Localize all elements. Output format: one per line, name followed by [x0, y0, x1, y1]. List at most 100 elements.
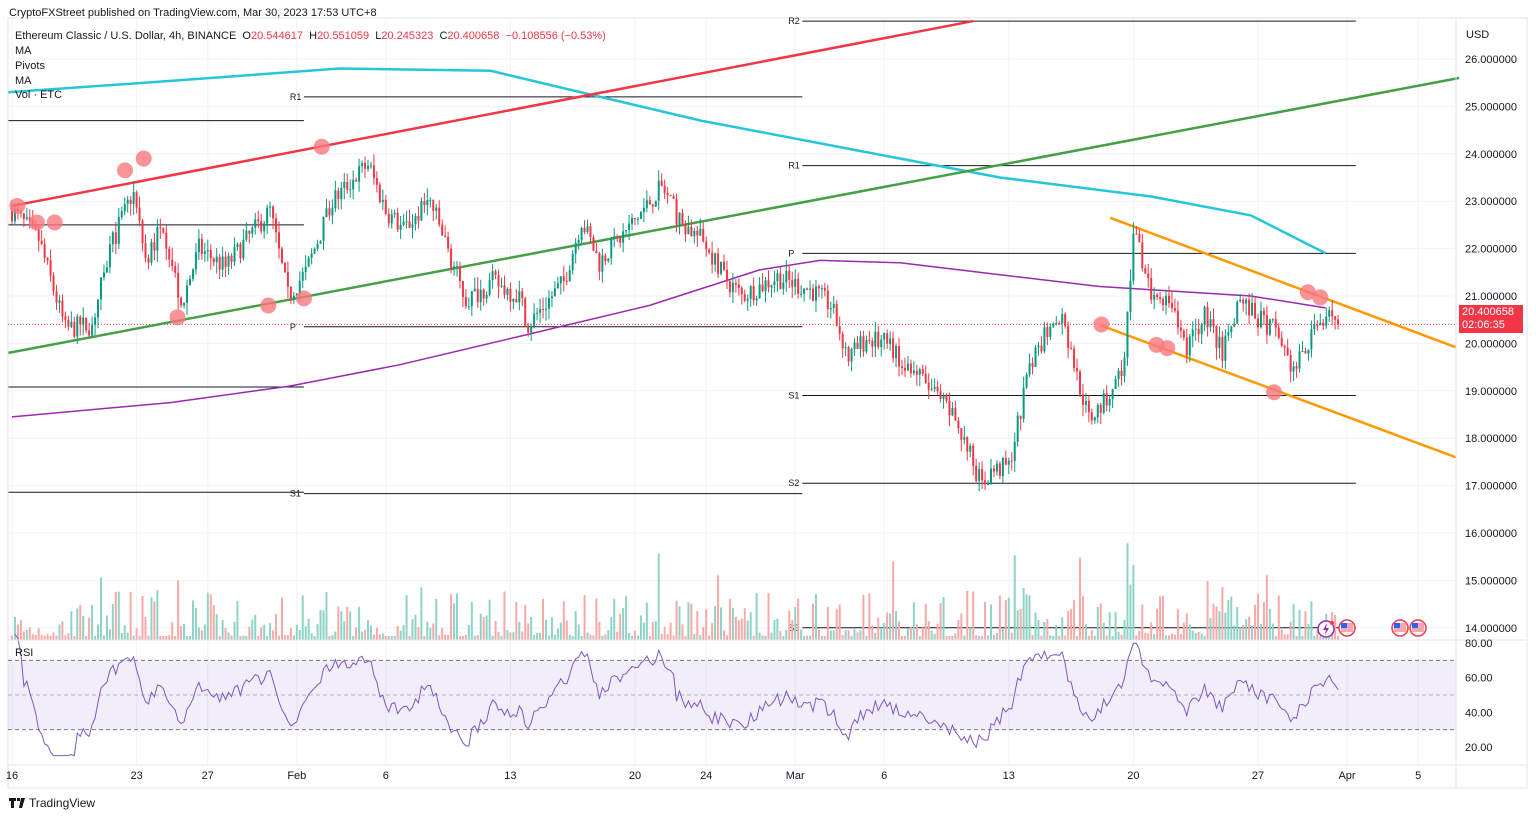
candle-body: [1307, 349, 1310, 354]
candle-body: [1313, 325, 1316, 330]
candle-body: [88, 330, 91, 336]
volume-bar: [806, 635, 809, 640]
volume-bar: [823, 635, 826, 640]
tradingview-logo[interactable]: TradingView: [9, 796, 95, 810]
earnings-flash-icon[interactable]: [1317, 620, 1335, 638]
candle-body: [355, 179, 358, 182]
candle-body: [70, 321, 73, 327]
indicator-volume-legend[interactable]: Vol · ETC: [15, 89, 63, 101]
candle-body: [37, 228, 40, 241]
candle-body: [82, 317, 85, 325]
candle-body: [230, 255, 233, 262]
volume-bar: [298, 630, 301, 640]
candle-body: [533, 313, 536, 327]
volume-bar: [639, 615, 642, 640]
green-support-line: [8, 76, 1460, 355]
volume-bar: [779, 631, 782, 640]
candle-body: [64, 316, 67, 320]
time-tick-label: 13: [1003, 770, 1015, 782]
volume-bar: [464, 635, 467, 640]
volume-bar: [817, 629, 820, 640]
candle-body: [420, 201, 423, 221]
volume-bar: [589, 634, 592, 640]
touch-marker: [169, 309, 186, 326]
volume-bar: [975, 635, 978, 640]
volume-bar: [1043, 621, 1046, 640]
symbol-legend[interactable]: Ethereum Classic / U.S. Dollar, 4h, BINA…: [15, 30, 606, 42]
volume-bar: [108, 629, 111, 640]
candle-body: [610, 238, 613, 259]
us-flag-event-icon[interactable]: [1338, 619, 1356, 637]
candle-body: [720, 261, 723, 274]
candle-body: [957, 420, 960, 429]
volume-bar: [1081, 596, 1084, 640]
volume-bar: [1144, 633, 1147, 640]
candle-body: [518, 291, 521, 303]
candle-body: [165, 232, 168, 249]
candle-body: [76, 316, 79, 337]
volume-bar: [94, 635, 97, 640]
time-tick-label: 20: [629, 770, 641, 782]
time-tick-label: 6: [881, 770, 887, 782]
volume-bar: [963, 635, 966, 640]
candle-body: [257, 219, 260, 222]
candle-body: [903, 367, 906, 371]
volume-bar: [254, 614, 257, 640]
volume-bar: [79, 604, 82, 640]
candle-body: [1031, 363, 1034, 367]
candle-body: [1203, 307, 1206, 325]
candle-body: [746, 298, 749, 301]
indicator-ma-legend[interactable]: MA: [15, 45, 32, 57]
volume-bar: [1289, 621, 1292, 640]
candle-body: [295, 293, 298, 296]
candle-body: [494, 271, 497, 276]
volume-bar: [660, 633, 663, 640]
rsi-legend[interactable]: RSI: [15, 647, 34, 659]
candle-body: [447, 236, 450, 249]
us-flag-event-icon[interactable]: [1409, 619, 1427, 637]
volume-bars: [11, 543, 1340, 640]
volume-bar: [117, 591, 120, 640]
candle-body: [1280, 337, 1283, 346]
candle-body: [1301, 351, 1304, 353]
candle-body: [1144, 268, 1147, 274]
candle-body: [269, 206, 272, 208]
volume-bar: [592, 635, 595, 640]
volume-bar: [743, 608, 746, 640]
volume-bar: [1271, 623, 1274, 640]
candle-body: [657, 180, 660, 201]
volume-bar: [292, 635, 295, 640]
candle-body: [740, 288, 743, 295]
candle-body: [773, 281, 776, 286]
price-tick-label: 23.000000: [1465, 196, 1517, 208]
volume-bar: [648, 635, 651, 640]
candle-body: [693, 230, 696, 237]
volume-bar: [1061, 617, 1064, 640]
candle-body: [666, 193, 669, 196]
volume-bar: [85, 635, 88, 640]
volume-bar: [168, 635, 171, 640]
candle-body: [503, 285, 506, 295]
volume-bar: [212, 605, 215, 640]
us-flag-event-icon[interactable]: [1391, 619, 1409, 637]
candle-body: [1120, 370, 1123, 376]
volume-bar: [1010, 632, 1013, 640]
candle-body: [105, 267, 108, 273]
candle-body: [1028, 363, 1031, 375]
volume-bar: [1179, 634, 1182, 640]
candle-body: [755, 298, 758, 301]
candle-body: [797, 279, 800, 294]
volume-bar: [1274, 635, 1277, 640]
indicator-pivots-legend[interactable]: Pivots: [15, 60, 45, 72]
candle-body: [1150, 277, 1153, 300]
volume-bar: [684, 635, 687, 640]
candle-body: [384, 199, 387, 214]
volume-bar: [458, 635, 461, 640]
pivot-label: S1: [290, 489, 301, 499]
pivot-label: R1: [788, 161, 800, 171]
volume-bar: [162, 635, 165, 640]
indicator-ma2-legend[interactable]: MA: [15, 75, 32, 87]
candle-body: [1265, 315, 1268, 335]
volume-bar: [734, 616, 737, 640]
